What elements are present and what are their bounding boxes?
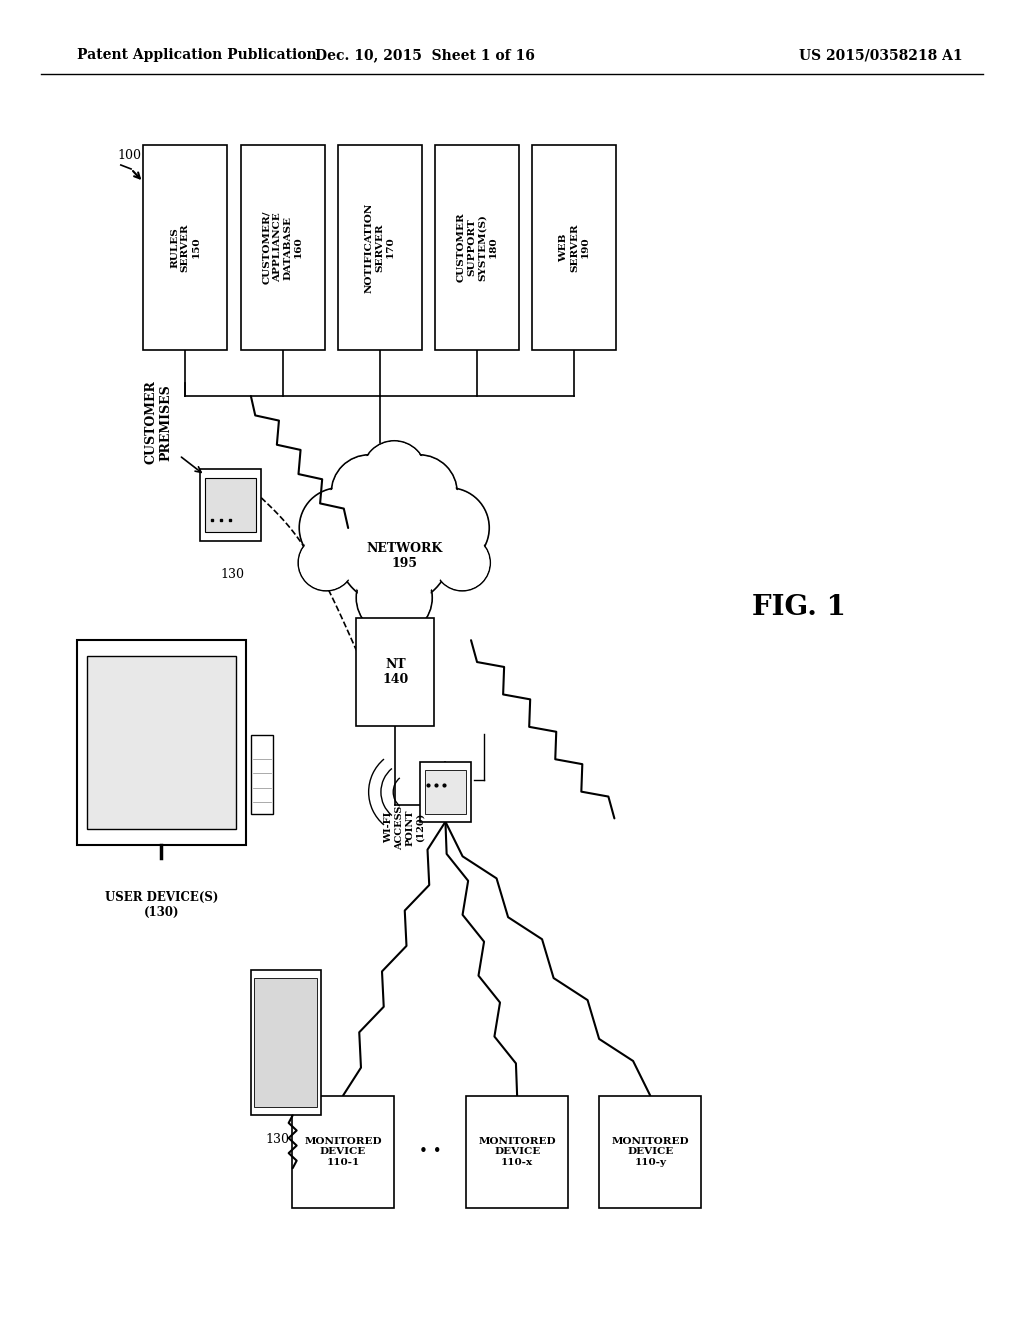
Circle shape [362,441,426,504]
Text: CUSTOMER
SUPPORT
SYSTEM(S)
180: CUSTOMER SUPPORT SYSTEM(S) 180 [457,213,498,282]
Text: RULES
SERVER
150: RULES SERVER 150 [170,223,201,272]
Text: 130: 130 [265,1133,289,1146]
Circle shape [412,490,487,566]
Text: MONITORED
DEVICE
110-1: MONITORED DEVICE 110-1 [304,1137,382,1167]
Bar [251,970,321,1115]
Bar [599,1096,701,1208]
Bar [356,618,434,726]
Bar [205,478,256,532]
Circle shape [333,457,406,529]
Bar [241,145,325,350]
Bar [143,145,227,350]
Text: WI-FI
ACCESS
POINT
(120): WI-FI ACCESS POINT (120) [384,805,425,850]
Circle shape [301,490,377,566]
Circle shape [336,490,453,606]
Bar [338,145,422,350]
Circle shape [381,455,458,531]
Circle shape [410,488,489,568]
Bar [77,640,246,845]
Circle shape [356,560,432,636]
Text: NETWORK
195: NETWORK 195 [367,541,442,570]
Circle shape [358,562,430,634]
Text: 100: 100 [118,149,141,162]
Circle shape [383,457,456,529]
Bar [425,771,466,813]
Text: • •: • • [419,1144,441,1159]
Text: FIG. 1: FIG. 1 [752,594,846,620]
Text: 130: 130 [220,568,244,581]
Text: WEB
SERVER
190: WEB SERVER 190 [559,223,590,272]
Bar [200,469,261,541]
Bar [254,978,317,1107]
Text: Dec. 10, 2015  Sheet 1 of 16: Dec. 10, 2015 Sheet 1 of 16 [315,49,535,62]
Bar [292,1096,394,1208]
Text: CUSTOMER/
APPLIANCE
DATABASE
160: CUSTOMER/ APPLIANCE DATABASE 160 [262,211,303,284]
Circle shape [300,536,353,590]
Circle shape [434,535,490,591]
Circle shape [435,536,488,590]
Text: CUSTOMER
PREMISES: CUSTOMER PREMISES [144,380,173,465]
Text: USER DEVICE(S)
(130): USER DEVICE(S) (130) [104,891,218,919]
Circle shape [331,455,408,531]
Circle shape [299,488,379,568]
Text: NT
140: NT 140 [382,657,409,686]
Text: MONITORED
DEVICE
110-y: MONITORED DEVICE 110-y [611,1137,689,1167]
Text: US 2015/0358218 A1: US 2015/0358218 A1 [799,49,963,62]
Circle shape [298,535,354,591]
Circle shape [339,492,450,603]
Text: Patent Application Publication: Patent Application Publication [77,49,316,62]
Bar [420,762,471,821]
Text: NOTIFICATION
SERVER
170: NOTIFICATION SERVER 170 [365,202,395,293]
Circle shape [364,442,425,503]
Bar [87,656,236,829]
Text: MONITORED
DEVICE
110-x: MONITORED DEVICE 110-x [478,1137,556,1167]
Bar [251,735,273,814]
Bar [466,1096,568,1208]
Bar [435,145,519,350]
Bar [532,145,616,350]
